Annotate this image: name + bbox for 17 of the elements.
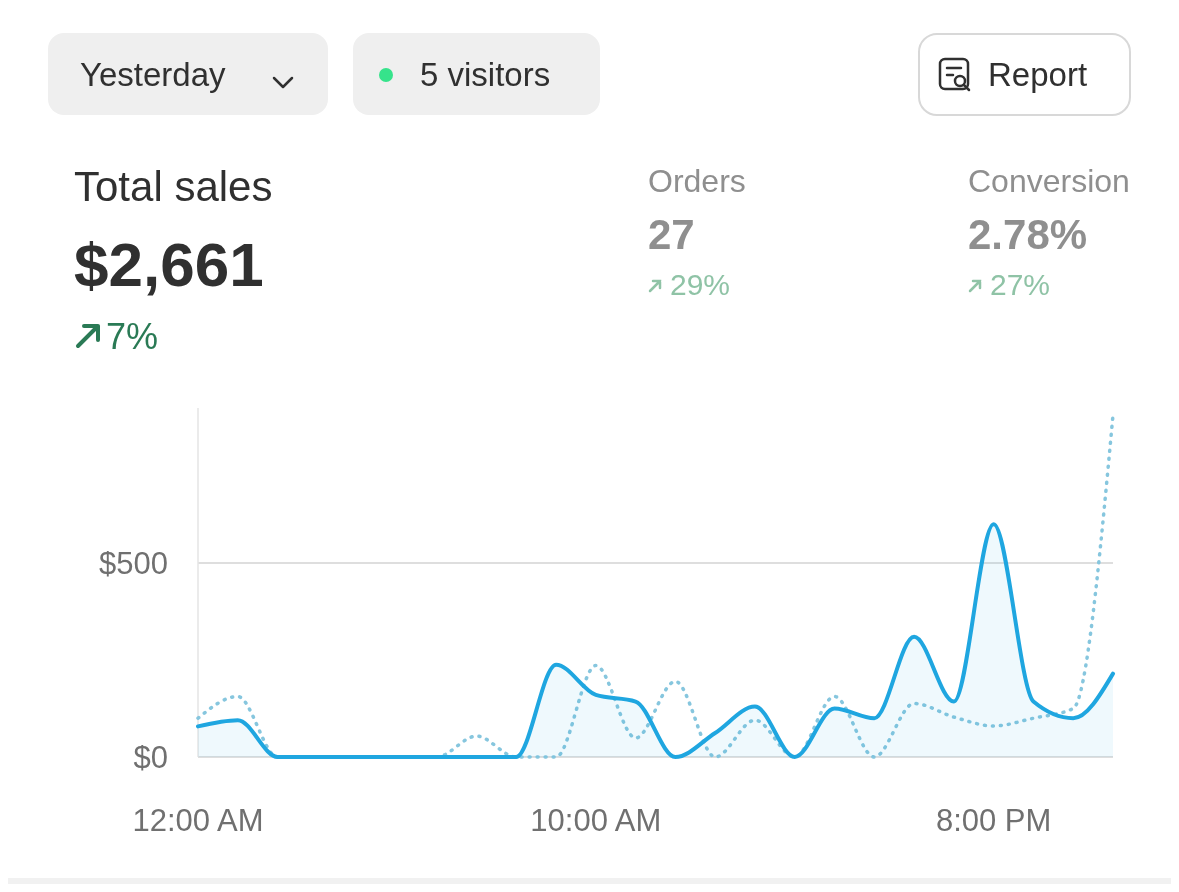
- y-tick-label: $0: [133, 739, 168, 775]
- y-tick-label: $500: [99, 545, 168, 581]
- text: Orders: [648, 163, 746, 199]
- x-tick-label: 10:00 AM: [530, 803, 662, 838]
- chart-title: Total sales: [74, 163, 273, 210]
- x-tick-label: 12:00 AM: [132, 803, 264, 838]
- text: 7%: [106, 316, 159, 357]
- x-tick-label: 8:00 PM: [935, 803, 1052, 838]
- text: Conversion: [968, 163, 1130, 199]
- text: Report: [988, 56, 1088, 93]
- text: 29%: [670, 268, 731, 301]
- text: Yesterday: [80, 56, 227, 93]
- text: 5 visitors: [420, 56, 551, 93]
- text: 27: [648, 211, 695, 258]
- text: $2,661: [74, 230, 264, 299]
- text: 27%: [990, 268, 1051, 301]
- text: 2.78%: [968, 211, 1088, 258]
